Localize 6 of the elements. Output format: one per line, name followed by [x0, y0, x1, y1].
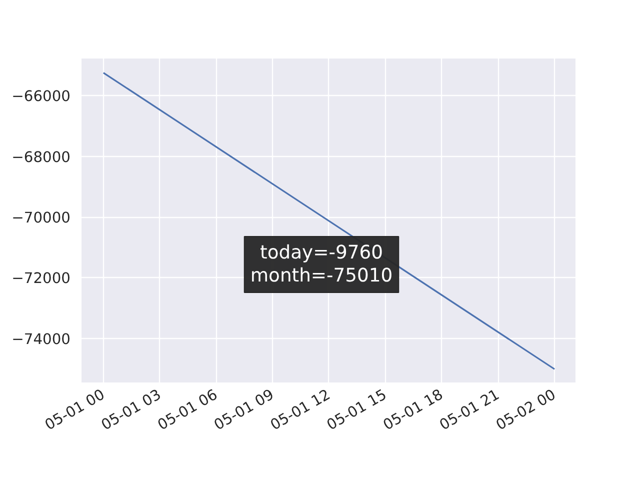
y-tick-label: −70000 — [12, 210, 70, 227]
y-tick-label: −74000 — [12, 330, 70, 348]
y-tick-label: −72000 — [12, 270, 70, 288]
y-tick-label: −68000 — [12, 148, 70, 166]
y-tick-label: −66000 — [12, 88, 70, 106]
annotation: today=-9760 month=-75010 — [250, 242, 393, 287]
